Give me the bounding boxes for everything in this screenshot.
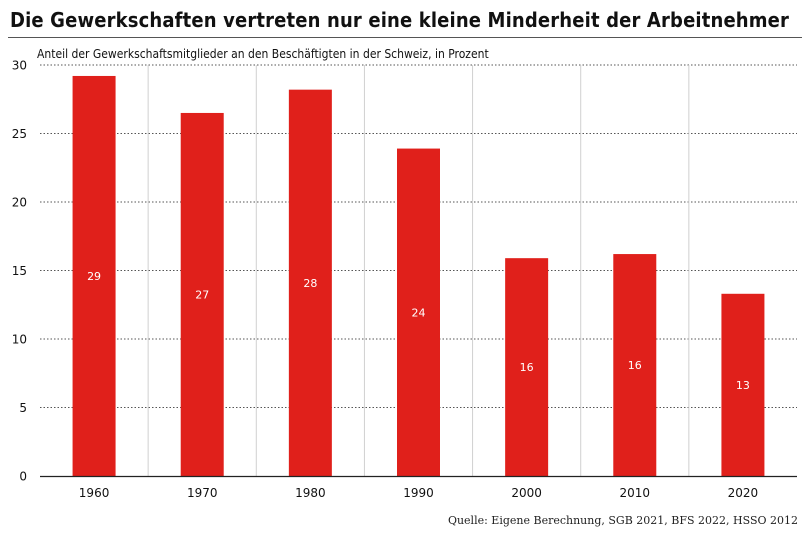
title-rule (8, 37, 802, 38)
bar-data-label: 16 (628, 359, 642, 372)
bar-data-label: 27 (195, 288, 209, 301)
bar (505, 258, 549, 476)
bar (721, 293, 765, 476)
x-tick-label: 2020 (728, 486, 759, 500)
chart-subtitle: Anteil der Gewerkschaftsmitglieder an de… (37, 47, 489, 61)
x-tick-label: 1990 (403, 486, 434, 500)
y-tick-label: 5 (19, 401, 27, 415)
source-note: Quelle: Eigene Berechnung, SGB 2021, BFS… (447, 514, 798, 527)
y-tick-label: 20 (12, 196, 27, 210)
y-tick-label: 10 (12, 333, 27, 347)
x-tick-label: 2000 (511, 486, 542, 500)
x-tick-label: 2010 (620, 486, 651, 500)
bar (288, 89, 332, 476)
x-tick-label: 1960 (79, 486, 110, 500)
bar (613, 254, 657, 476)
bar-data-label: 28 (303, 277, 317, 290)
bar (180, 112, 224, 476)
bar-data-label: 24 (412, 306, 426, 319)
y-tick-label: 15 (12, 264, 27, 278)
bar (397, 148, 440, 476)
bar-data-label: 13 (736, 379, 750, 392)
bar-data-label: 29 (87, 270, 101, 283)
x-tick-label: 1980 (295, 486, 326, 500)
bar-data-label: 16 (520, 361, 534, 374)
y-tick-label: 0 (19, 470, 27, 484)
bar (72, 75, 116, 477)
x-tick-label: 1970 (187, 486, 218, 500)
chart-title: Die Gewerkschaften vertreten nur eine kl… (10, 8, 790, 32)
y-tick-label: 30 (12, 59, 27, 73)
y-tick-label: 25 (12, 127, 27, 141)
